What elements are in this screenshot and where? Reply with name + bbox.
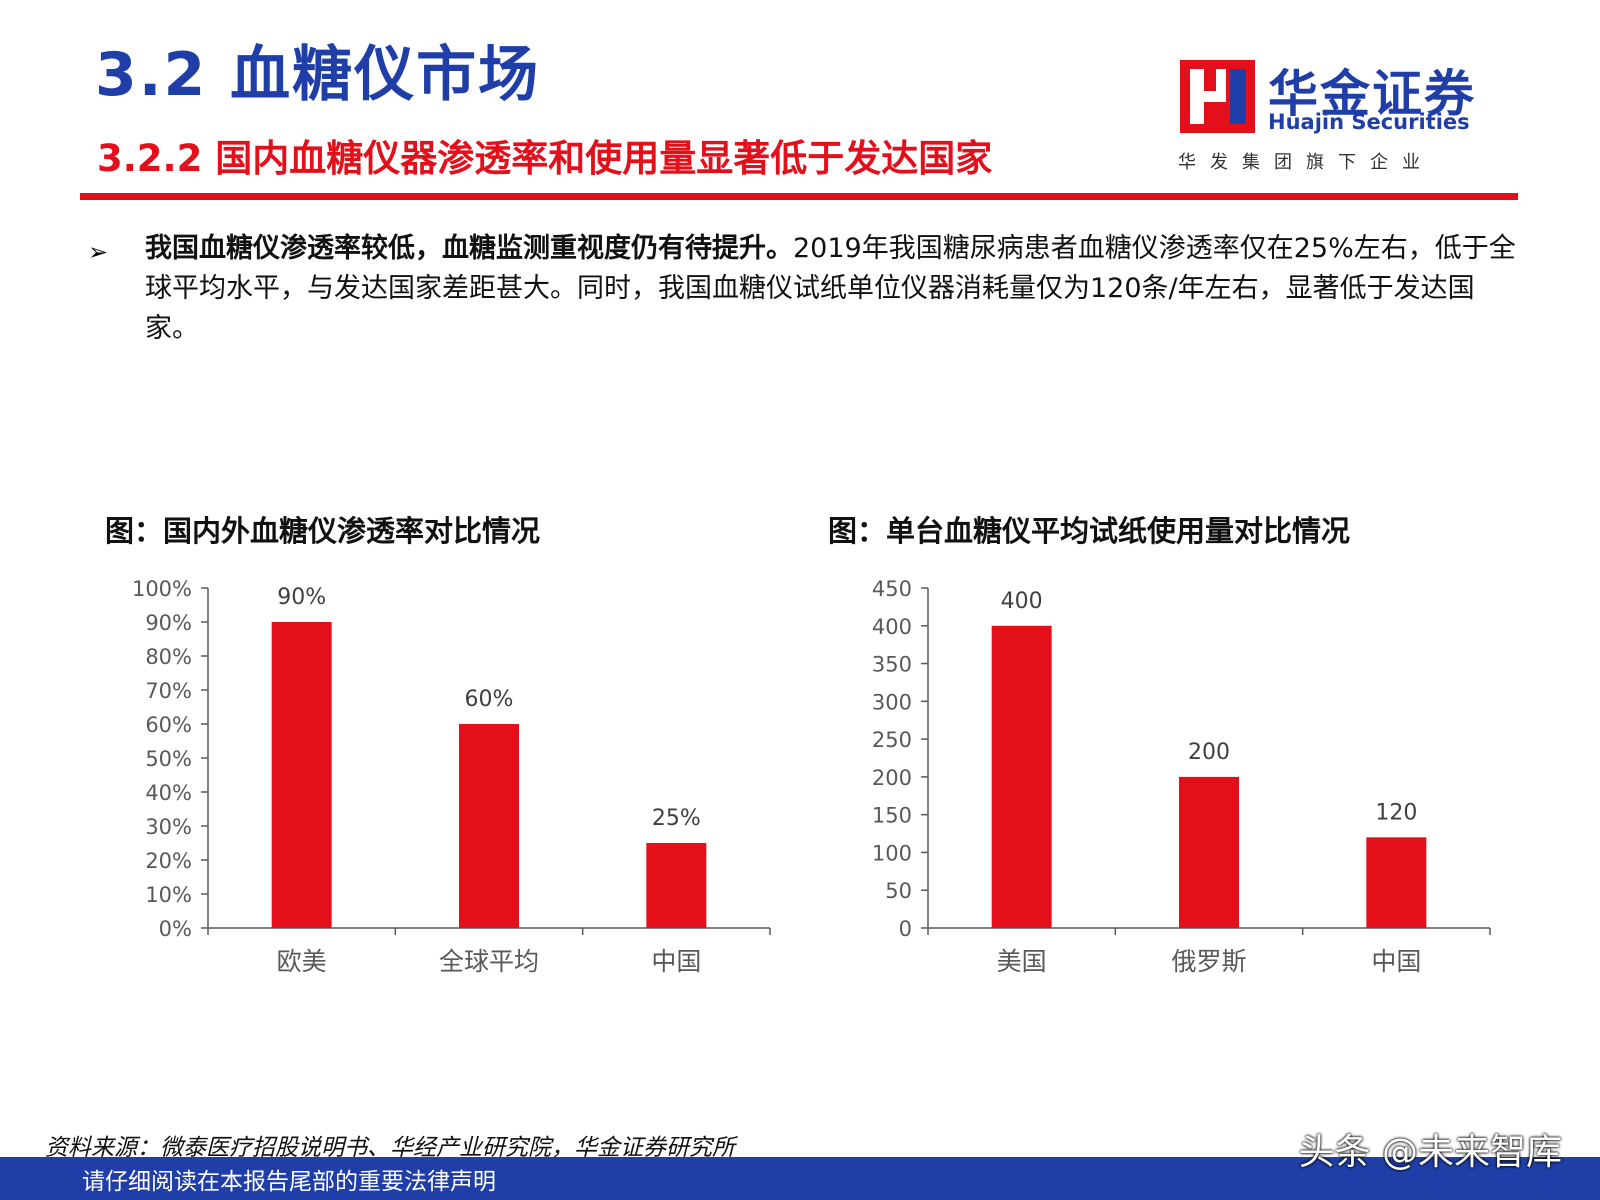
bullet-arrow-icon: ➢ [88,238,109,266]
section-subtitle: 3.2.2 国内血糖仪器渗透率和使用量显著低于发达国家 [97,137,993,180]
y-tick-label: 400 [872,615,912,639]
huajin-logo-icon [1180,60,1255,133]
bullet-lead: 我国血糖仪渗透率较低，血糖监测重视度仍有待提升。 [145,233,793,264]
y-tick-label: 60% [145,713,192,737]
logo-tagline: 华发集团旗下企业 [1178,152,1434,173]
bullet-body: 2019年我国糖尿病患者血糖仪渗透率仅在25%左右，低于全球平均水平，与发达国家… [145,233,1516,344]
bullet-paragraph: 我国血糖仪渗透率较低，血糖监测重视度仍有待提升。2019年我国糖尿病患者血糖仪渗… [145,229,1520,349]
data-label: 120 [1375,800,1417,825]
bar [271,622,332,928]
y-tick-label: 0 [899,917,912,941]
y-tick-label: 20% [145,849,192,873]
y-tick-label: 50 [885,879,912,903]
y-tick-label: 250 [872,728,912,752]
bar [1366,837,1427,928]
data-label: 200 [1188,740,1230,765]
data-label: 25% [652,806,701,831]
watermark: 头条 @未来智库 [1298,1132,1562,1173]
y-tick-label: 50% [145,747,192,771]
bar [646,843,707,928]
logo-english-name: Huajin Securities [1268,110,1470,134]
bar [459,724,519,928]
y-tick-label: 40% [145,781,192,805]
y-tick-label: 300 [872,690,912,714]
y-tick-label: 450 [872,577,912,601]
y-tick-label: 10% [145,883,192,907]
y-tick-label: 70% [145,679,192,703]
page-title: 3.2 血糖仪市场 [95,40,541,110]
y-tick-label: 200 [872,766,912,790]
y-tick-label: 150 [872,804,912,828]
x-category-label: 全球平均 [439,947,539,976]
data-label: 400 [1001,589,1043,614]
legal-disclaimer: 请仔细阅读在本报告尾部的重要法律声明 [82,1169,496,1195]
bar [1179,776,1239,928]
x-category-label: 俄罗斯 [1171,947,1246,976]
y-tick-label: 100% [132,577,192,601]
data-label: 90% [277,585,326,610]
x-category-label: 中国 [651,947,701,976]
chart-1-title: 图：国内外血糖仪渗透率对比情况 [105,514,541,548]
bar [991,625,1052,928]
chart-penetration-rate: 0% 10% 20% 30% 40% 50% 60% 70% 80% 90% 100% 90% 欧美 60… [132,577,771,976]
company-logo: 华金证券 Huajin Securities 华发集团旗下企业 [1178,60,1490,175]
y-tick-label: 90% [145,611,192,635]
data-label: 60% [465,687,514,712]
footer-bar: 请仔细阅读在本报告尾部的重要法律声明 [0,1157,1600,1200]
y-tick-label: 80% [145,645,192,669]
source-note: 资料来源：微泰医疗招股说明书、华经产业研究院，华金证券研究所 [45,1135,735,1161]
y-tick-label: 30% [145,815,192,839]
y-tick-label: 350 [872,653,912,677]
x-category-label: 欧美 [277,947,327,976]
x-category-label: 美国 [997,947,1047,976]
y-tick-label: 0% [159,917,192,941]
x-category-label: 中国 [1371,947,1421,976]
header-divider [80,193,1518,200]
chart-2-title: 图：单台血糖仪平均试纸使用量对比情况 [828,514,1351,548]
logo-chinese-name: 华金证券 [1268,65,1476,123]
y-tick-label: 100 [872,841,912,865]
chart-strip-usage: 0 50 100 150 200 250 300 350 400 450 400 美国 200 俄罗斯 12… [872,577,1491,976]
